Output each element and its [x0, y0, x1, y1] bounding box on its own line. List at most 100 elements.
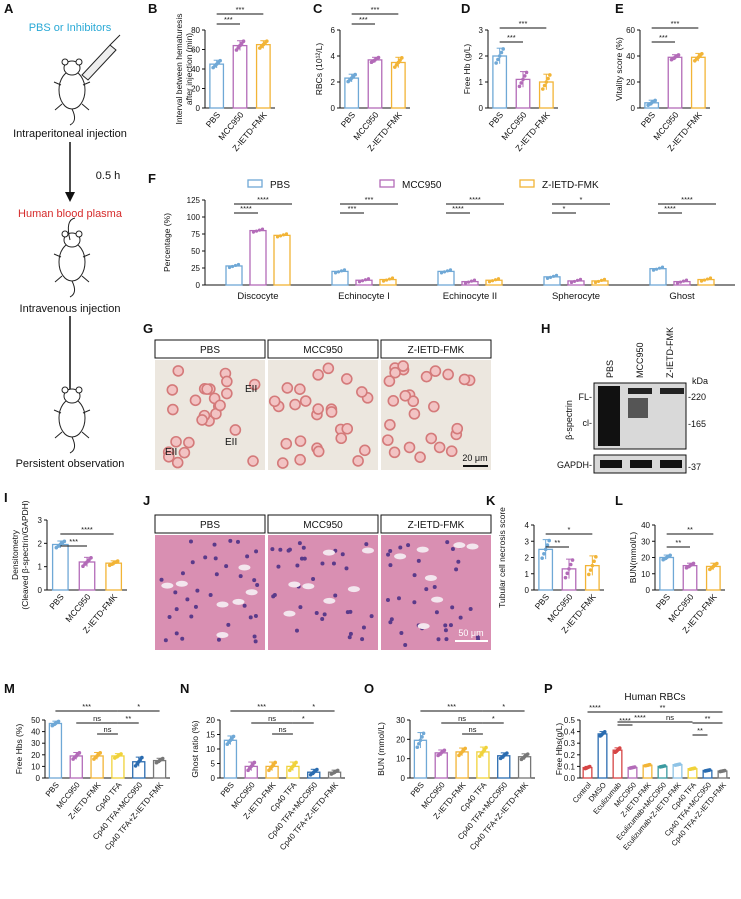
- panel-j-title-0: PBS: [200, 520, 220, 531]
- panel-g-rbc-2-12: [458, 373, 471, 386]
- panel-o-point-0-0: [415, 745, 420, 750]
- panel-g-rbc-1-15: [299, 395, 312, 407]
- panel-j-lumen-0-2: [245, 589, 258, 596]
- arrow-1-head-icon: [65, 192, 75, 202]
- panel-h-gapdh-band-1: [630, 460, 652, 468]
- panel-d-point-1-1: [519, 81, 524, 85]
- panel-p-ytick-label-0: 0.0: [564, 774, 576, 783]
- panel-b-point-2-4: [265, 39, 269, 43]
- panel-f-sig-label-4-1: ****: [681, 195, 693, 204]
- panel-g-rbc-1-1: [312, 369, 324, 381]
- mouse-ip-icon-head: [63, 60, 81, 76]
- panel-f-point-4-1-0: [675, 281, 680, 285]
- panel-d-ytick-label-3: 3: [479, 26, 484, 35]
- panel-g-rbc-0-15: [221, 387, 233, 400]
- panel-j-nucleus-1-13: [298, 605, 303, 610]
- panel-h-gapdh-band-0: [600, 460, 622, 468]
- panel-j-nucleus-2-1: [412, 600, 417, 605]
- panel-n-point-4-4: [315, 767, 319, 772]
- panel-o-point-1-4: [442, 748, 447, 753]
- panel-g-title-2: Z-IETD-FMK: [408, 345, 465, 356]
- panel-h-lane-label-1: MCC950: [635, 342, 645, 378]
- panel-p-letter: P: [544, 681, 553, 696]
- panel-g-rbc-2-20: [451, 422, 464, 435]
- panel-c-sig-label-1: ***: [371, 5, 380, 14]
- panel-d-point-0-4: [501, 47, 505, 51]
- panel-j-nucleus-1-5: [331, 561, 336, 566]
- panel-k-point-0-0: [540, 556, 544, 560]
- panel-f-point-0-1-1: [254, 229, 259, 233]
- panel-d-point-0-3: [499, 50, 504, 55]
- panel-c-ylabel: RBCs (10¹²/L): [314, 43, 324, 96]
- panel-m-ytick-label-4: 40: [31, 728, 40, 737]
- panel-m-point-1-4: [77, 751, 82, 755]
- panel-o-ytick-label-2: 20: [396, 735, 405, 744]
- panel-f-point-4-2-1: [702, 278, 707, 282]
- panel-g-rbc-0-1: [166, 384, 179, 396]
- panel-g-rbc-2-10: [387, 395, 400, 407]
- panel-j-lumen-2-0: [466, 543, 479, 550]
- panel-f-point-1-1-0: [357, 280, 362, 284]
- mouse-iv-icon-body: [58, 242, 86, 282]
- panel-g-title-1: MCC950: [303, 345, 343, 356]
- panel-f-bar-0-2: [273, 234, 291, 286]
- panel-g-eii-label-0: EII: [245, 384, 257, 395]
- panel-f-point-4-1-1: [678, 280, 683, 284]
- panel-f-point-1-1-2: [363, 278, 368, 282]
- panel-j-nucleus-2-15: [458, 615, 463, 620]
- panel-b-sig-label-1: ***: [236, 5, 245, 14]
- panel-l-sig-label-0: **: [675, 538, 681, 547]
- panel-e-ylabel: Vitality score (%): [614, 37, 624, 101]
- panel-d-point-2-1: [542, 83, 547, 88]
- mouse-iv-icon-head: [63, 232, 81, 248]
- panel-j-nucleus-2-5: [450, 605, 455, 610]
- panel-i-bar-2: [105, 562, 123, 591]
- panel-g-title-box-2: [380, 339, 492, 359]
- panel-p-sig-label-0: ****: [589, 703, 601, 712]
- panel-m-ytick-label-5: 50: [31, 716, 40, 725]
- panel-g-rbc-0-5: [183, 436, 195, 449]
- panel-d-xtick-label-0: PBS: [487, 110, 506, 130]
- panel-d-ylabel: Free Hb (g/L): [462, 44, 472, 95]
- panel-c-sig-label-0: ***: [359, 15, 368, 24]
- panel-f-point-3-1-2: [575, 278, 580, 283]
- panel-g-rbc-2-19: [414, 451, 426, 463]
- panel-g-rbc-1-11: [352, 455, 364, 467]
- panel-g-rbc-2-25: [384, 419, 396, 431]
- panel-g-scale-label: 20 μm: [462, 453, 487, 463]
- panel-p-ylabel: Free Hbs(g/L): [554, 723, 564, 776]
- panel-p-sig-label-5: **: [705, 714, 711, 723]
- panel-k-ytick-label-3: 3: [525, 537, 530, 546]
- panel-j-nucleus-2-24: [432, 585, 437, 590]
- panel-g-rbc-0-22: [178, 446, 191, 459]
- panel-j-nucleus-2-31: [412, 573, 417, 578]
- panel-b-letter: B: [148, 1, 157, 16]
- panel-p-point-7-4: [692, 766, 697, 770]
- panel-b-point-0-4: [218, 58, 222, 63]
- panel-j-lumen-1-3: [288, 581, 301, 588]
- panel-f-sig-label-3-0: *: [563, 204, 566, 213]
- panel-j-nucleus-0-21: [213, 556, 218, 561]
- panel-p-sig-label-1: **: [660, 703, 666, 712]
- panel-h-lane-label-0: PBS: [605, 360, 615, 378]
- panel-j-nucleus-2-32: [443, 623, 448, 628]
- panel-c-point-2-4: [400, 56, 404, 60]
- panel-f-point-3-1-0: [569, 280, 574, 285]
- panel-f-point-2-0-3: [448, 268, 453, 272]
- panel-f-point-2-0-2: [445, 269, 450, 273]
- panel-g-rbc-0-19: [170, 435, 182, 448]
- mouse-ip-icon-body: [58, 70, 86, 110]
- panel-g-rbc-1-8: [294, 383, 306, 395]
- panel-h-letter: H: [541, 321, 550, 336]
- panel-f-point-1-2-2: [387, 277, 392, 281]
- panel-n-point-2-4: [273, 760, 278, 765]
- panel-j-lumen-1-2: [347, 586, 360, 593]
- panel-c-point-0-4: [353, 72, 357, 77]
- panel-g-rbc-2-21: [407, 395, 420, 408]
- panel-m-point-0-4: [56, 719, 61, 724]
- panel-g-rbc-0-16: [171, 456, 184, 469]
- step-obs-label: Persistent observation: [15, 458, 125, 470]
- panel-j-nucleus-1-0: [276, 564, 281, 569]
- panel-d-point-0-0: [494, 61, 498, 65]
- panel-f-point-2-2-0: [487, 280, 492, 284]
